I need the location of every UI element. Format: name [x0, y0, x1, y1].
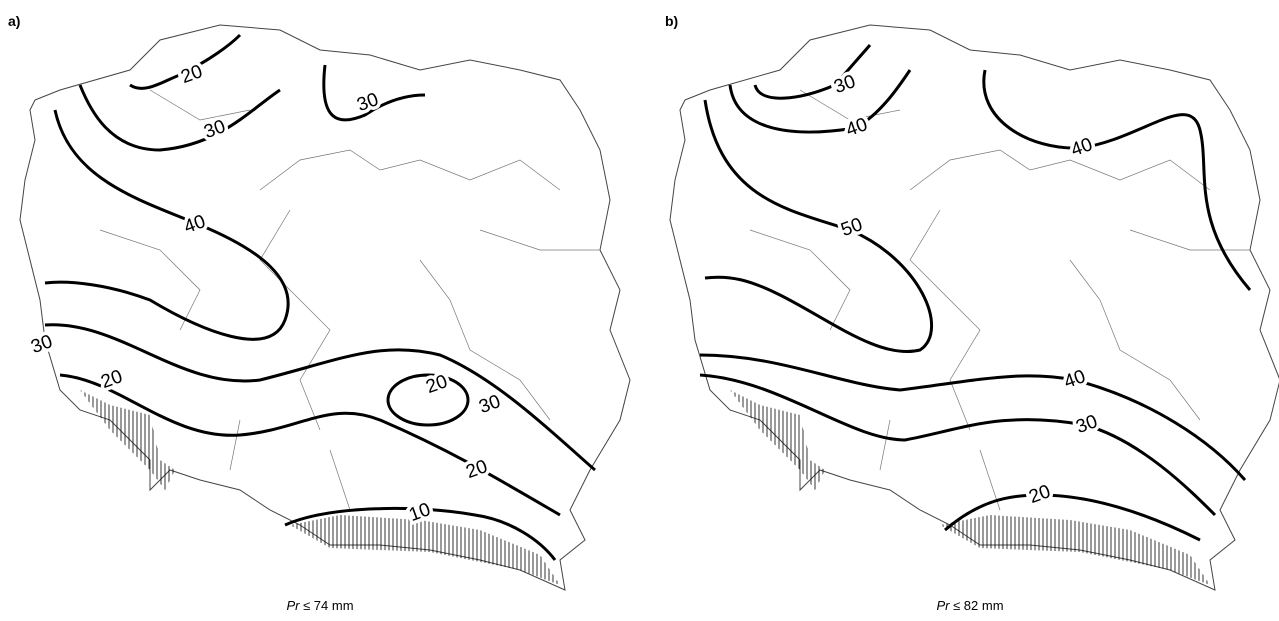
isoline	[753, 44, 872, 100]
isoline	[322, 64, 426, 122]
isoline-label: 30	[831, 71, 858, 98]
isoline-label: 20	[1026, 481, 1053, 508]
isoline-label: 30	[1073, 411, 1100, 438]
isoline-label: 30	[354, 89, 381, 116]
isoline	[59, 373, 561, 517]
isoline	[699, 353, 1247, 481]
isoline	[982, 69, 1252, 291]
isoline-label: 30	[476, 391, 503, 418]
isoline	[129, 33, 242, 90]
isoline	[944, 493, 1201, 542]
panel-b: b) Pr ≤ 82 mm	[665, 13, 1279, 613]
isoline	[44, 323, 596, 472]
isoline	[44, 109, 290, 341]
isoline	[386, 373, 470, 427]
caption-condition: ≤ 74 mm	[303, 598, 353, 613]
isoline-label: 20	[463, 456, 490, 483]
isoline-label: 40	[181, 211, 208, 238]
isoline	[78, 84, 281, 152]
map-outline	[669, 24, 1279, 591]
caption-symbol: Pr	[936, 598, 950, 613]
isoline	[728, 69, 912, 134]
panel-label: b)	[665, 13, 678, 29]
isoline-label: 40	[1061, 366, 1088, 393]
caption: Pr ≤ 82 mm	[936, 598, 1003, 613]
isoline-label: 40	[1068, 134, 1095, 161]
isoline-label: 30	[28, 331, 55, 358]
isoline	[284, 506, 557, 561]
caption-condition: ≤ 82 mm	[953, 598, 1003, 613]
panel-label: a)	[8, 13, 20, 29]
caption: Pr ≤ 74 mm	[286, 598, 353, 613]
map-outline	[19, 24, 631, 591]
panel-a: a) Pr ≤ 74 mm	[8, 13, 631, 613]
isoline	[703, 99, 933, 353]
isoline-label: 20	[98, 366, 125, 393]
caption-symbol: Pr	[286, 598, 300, 613]
isoline	[699, 373, 1217, 517]
